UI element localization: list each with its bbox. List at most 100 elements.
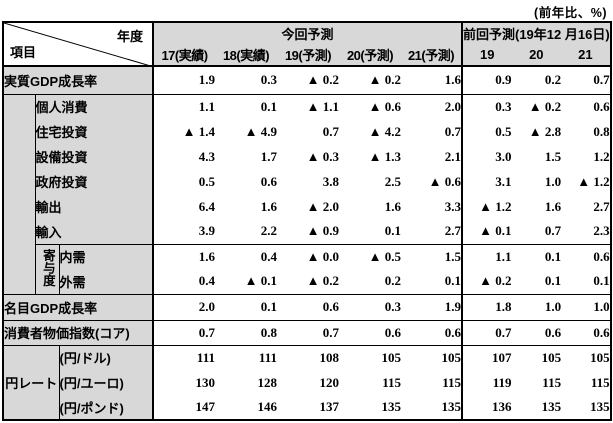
value-current-0: 0.5 [153,169,215,194]
value-current-4: 1.9 [401,293,463,320]
value-current-2: ▲ 0.2 [277,65,339,95]
contribution-group-label: 寄与度 [35,243,60,294]
value-current-2: 0.6 [277,293,339,320]
value-current-0: 130 [153,370,215,395]
value-current-2: ▲ 1.1 [277,94,339,119]
value-current-4: ▲ 0.6 [401,169,463,194]
header-row-years: 17(実績) 18(実績) 19(予測) 20(予測) 21(予測) 19 20… [3,44,611,66]
value-current-1: 0.8 [215,319,277,345]
value-current-0: 1.6 [153,243,215,269]
value-current-1: ▲ 4.9 [215,119,277,144]
table-row-real-gdp: 実質GDP成長率 1.9 0.3 ▲ 0.2 ▲ 0.2 1.6 0.9 0.2 0.7 [3,65,611,95]
value-previous-2: 0.8 [561,119,611,144]
value-current-3: ▲ 0.2 [339,65,401,95]
value-previous-2: 0.7 [561,65,611,95]
row-label-private-consumption: 個人消費 [35,94,154,119]
value-current-4: 2.0 [401,94,463,119]
value-current-2: 108 [277,344,339,370]
value-previous-2: 2.7 [561,194,611,219]
header-row-groups: 年度 項目 今回予測 前回予測(19年12 月16日) [3,22,611,66]
value-current-4: 0.6 [401,319,463,345]
value-current-4: 0.1 [401,269,463,294]
value-previous-1: 1.0 [511,169,562,194]
column-header-18-actual: 18(実績) [215,44,277,66]
value-previous-1: 1.5 [511,144,562,169]
value-current-0: 1.9 [153,65,215,95]
value-current-4: 105 [401,344,463,370]
row-label-yen-dollar: (円/ドル) [59,344,154,370]
value-current-4: 2.7 [401,219,463,244]
value-previous-2: 0.1 [561,269,611,294]
value-current-1: 146 [215,395,277,420]
value-current-2: ▲ 0.3 [277,144,339,169]
row-label-nominal-gdp-growth: 名目GDP成長率 [3,293,154,320]
axis-item-label: 項目 [10,45,37,60]
value-current-0: ▲ 1.4 [153,119,215,144]
row-label-imports: 輸入 [35,219,154,244]
value-previous-1: 1.0 [511,293,562,320]
value-current-1: 111 [215,344,277,370]
value-previous-1: 0.7 [511,219,562,244]
contribution-vertical-text: 寄与度 [40,248,55,287]
value-current-0: 6.4 [153,194,215,219]
value-current-2: 0.7 [277,119,339,144]
value-current-3: 0.3 [339,293,401,320]
row-label-exports: 輸出 [35,194,154,219]
value-current-3: ▲ 4.2 [339,119,401,144]
unit-note: (前年比、%) [534,6,607,20]
table-row-imports: 輸入 3.9 2.2 ▲ 0.9 0.1 2.7 ▲ 0.1 0.7 2.3 [3,219,611,244]
table-row-yen-dollar: 円レート (円/ドル) 111 111 108 105 105 107 105 105 [3,344,611,420]
diagonal-divider [4,23,151,66]
value-current-4: 1.5 [401,243,463,269]
value-previous-1: ▲ 0.2 [511,94,562,119]
value-current-0: 0.4 [153,269,215,294]
value-previous-0: 107 [462,344,512,370]
value-previous-0: 3.1 [462,169,512,194]
value-previous-1: 0.1 [511,269,562,294]
axis-year-label: 年度 [116,29,143,44]
value-previous-2: 135 [561,395,611,420]
column-header-21-forecast: 21(予測) [401,44,463,66]
row-label-cpi-core: 消費者物価指数(コア) [3,319,154,345]
row-label-yen-euro: (円/ユーロ) [59,370,154,395]
column-header-20-forecast: 20(予測) [339,44,401,66]
value-current-3: 135 [339,395,401,420]
table-row-capital-investment: 設備投資 4.3 1.7 ▲ 0.3 ▲ 1.3 2.1 3.0 1.5 1.2 [3,144,611,169]
value-current-2: ▲ 2.0 [277,194,339,219]
forecast-table: 年度 項目 今回予測 前回予測(19年12 月16日) 17(実績) 18(実績… [2,21,612,421]
table-row-external-demand: 外需 0.4 ▲ 0.1 ▲ 0.2 0.2 0.1 ▲ 0.2 0.1 0.1 [3,269,611,294]
table-row-domestic-demand: 寄与度 内需 1.6 0.4 ▲ 0.0 ▲ 0.5 1.5 1.1 0.1 0.6 [3,243,611,294]
value-current-1: 1.7 [215,144,277,169]
value-previous-1: 115 [511,370,562,395]
row-label-yen-pound: (円/ポンド) [59,395,154,420]
previous-forecast-group-header: 前回予測(19年12 月16日) [462,22,611,44]
value-previous-2: 0.6 [561,319,611,345]
value-previous-0: 3.0 [462,144,512,169]
value-previous-0: ▲ 1.2 [462,194,512,219]
value-current-4: 135 [401,395,463,420]
value-current-0: 2.0 [153,293,215,320]
table-row-private-consumption: 個人消費 1.1 0.1 ▲ 1.1 ▲ 0.6 2.0 0.3 ▲ 0.2 0.6 [3,94,611,294]
value-previous-0: 119 [462,370,512,395]
value-previous-2: 115 [561,370,611,395]
diagonal-header-cell: 年度 項目 [3,22,154,66]
value-current-1: 0.1 [215,94,277,119]
row-label-domestic-demand: 内需 [59,243,154,269]
value-previous-1: 0.1 [511,243,562,269]
value-previous-0: 0.5 [462,119,512,144]
value-previous-2: 0.6 [561,243,611,269]
value-current-2: 3.8 [277,169,339,194]
table-row-yen-euro: (円/ユーロ) 130 128 120 115 115 119 115 115 [3,370,611,395]
yen-rate-group-label: 円レート [3,344,60,420]
value-previous-0: 0.9 [462,65,512,95]
value-current-0: 4.3 [153,144,215,169]
value-previous-2: 1.0 [561,293,611,320]
value-current-3: 115 [339,370,401,395]
table-row-exports: 輸出 6.4 1.6 ▲ 2.0 1.6 3.3 ▲ 1.2 1.6 2.7 [3,194,611,219]
row-label-government-investment: 政府投資 [35,169,154,194]
value-current-1: 1.6 [215,194,277,219]
value-current-4: 115 [401,370,463,395]
value-current-3: 0.1 [339,219,401,244]
column-header-prev-20: 20 [511,44,562,66]
